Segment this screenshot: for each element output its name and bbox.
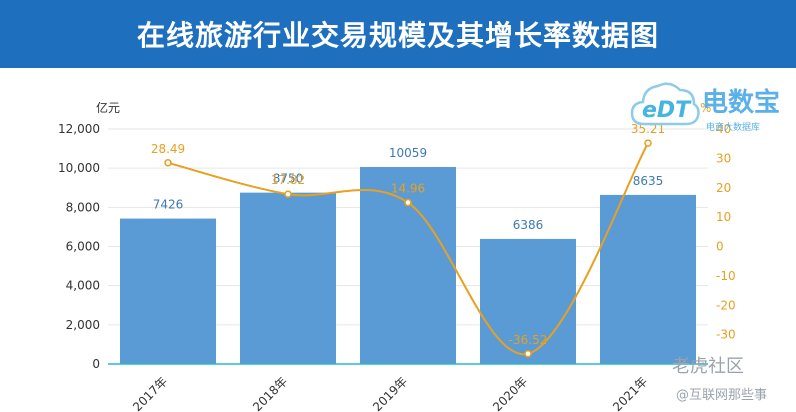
x-tick-label: 2021年 — [610, 374, 650, 412]
y-right-unit-label: % — [700, 101, 711, 115]
x-tick-label: 2018年 — [250, 374, 290, 412]
logo: eDT 电数宝 电商大数据库 — [630, 74, 790, 142]
y-left-tick-label: 6,000 — [66, 240, 100, 254]
growth-rate-label: -36.52 — [509, 333, 548, 347]
bar-value-label: 7426 — [153, 198, 184, 212]
x-tick-label: 2017年 — [130, 374, 170, 412]
growth-rate-point — [644, 139, 652, 147]
cloud-icon — [630, 82, 700, 126]
bar-value-label: 8750 — [273, 172, 304, 186]
y-left-tick-label: 12,000 — [58, 122, 100, 136]
growth-rate-line — [167, 142, 649, 356]
y-right-tick-label: 30 — [716, 151, 731, 165]
growth-rate-point — [284, 190, 292, 198]
y-right-tick-label: -10 — [716, 269, 736, 283]
y-left-unit-label: 亿元 — [96, 100, 120, 115]
growth-rate-point — [524, 350, 532, 358]
growth-rate-label: 35.21 — [631, 122, 665, 136]
bar-value-label: 6386 — [513, 218, 544, 232]
logo-subtitle: 电商大数据库 — [706, 123, 761, 133]
y-right-tick-label: 10 — [716, 210, 731, 224]
y-right-tick-label: 20 — [716, 181, 731, 195]
y-left-tick-label: 4,000 — [66, 279, 100, 293]
growth-rate-point — [404, 198, 412, 207]
logo-brand: 电数宝 — [702, 88, 781, 118]
y-right-tick-label: -20 — [716, 298, 736, 312]
page-title: 在线旅游行业交易规模及其增长率数据图 — [136, 19, 659, 52]
bar — [600, 194, 696, 364]
bar-value-label: 10059 — [389, 146, 427, 160]
watermark-site: 老虎社区 — [672, 356, 744, 377]
y-right-tick-label: -30 — [716, 328, 736, 342]
bar — [240, 192, 336, 364]
logo-mark: eDT — [642, 98, 691, 123]
y-left-tick-label: 10,000 — [58, 161, 100, 175]
chart: 0 2,000 4,000 6,000 8,000 10,000 12,000 亿元 -30 -2… — [58, 100, 736, 412]
bar — [480, 238, 576, 364]
growth-rate-label: 28.49 — [151, 142, 185, 156]
y-right-tick-label: 40 — [716, 122, 731, 136]
y-left-tick-label: 2,000 — [66, 318, 100, 332]
bar — [120, 218, 216, 364]
y-left-tick-label: 0 — [92, 357, 100, 371]
y-right-tick-label: 0 — [716, 240, 724, 254]
bar-value-label: 8635 — [633, 174, 664, 188]
growth-rate-point — [164, 159, 172, 167]
bar — [360, 167, 456, 364]
growth-rate-label: 14.96 — [391, 182, 425, 196]
watermark-account: @互联网那些事 — [676, 388, 768, 403]
x-tick-label: 2020年 — [490, 374, 530, 412]
x-tick-label: 2019年 — [370, 374, 410, 412]
y-left-tick-label: 8,000 — [66, 200, 100, 214]
growth-rate-label: 17.82 — [271, 173, 305, 187]
title-banner: 在线旅游行业交易规模及其增长率数据图 — [0, 0, 796, 68]
